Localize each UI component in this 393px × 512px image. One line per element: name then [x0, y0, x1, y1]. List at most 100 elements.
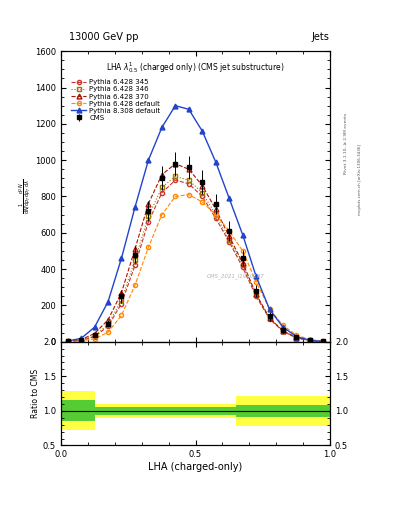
Pythia 8.308 default — [294, 333, 299, 339]
Pythia 6.428 346 — [227, 237, 231, 243]
Pythia 6.428 346 — [321, 338, 326, 345]
Pythia 8.308 default — [173, 102, 178, 109]
Pythia 6.428 346 — [173, 174, 178, 180]
Pythia 6.428 345 — [240, 264, 245, 270]
Pythia 8.308 default — [92, 324, 97, 330]
Pythia 8.308 default — [79, 335, 83, 342]
Pythia 6.428 370 — [146, 201, 151, 207]
Pythia 6.428 default — [321, 338, 326, 345]
Pythia 6.428 370 — [254, 291, 259, 297]
Pythia 6.428 346 — [267, 315, 272, 322]
Pythia 6.428 345 — [294, 335, 299, 341]
Pythia 6.428 default — [79, 338, 83, 344]
Pythia 6.428 default — [200, 199, 205, 205]
Pythia 6.428 370 — [119, 290, 124, 296]
Pythia 8.308 default — [281, 324, 285, 330]
Pythia 6.428 default — [308, 336, 312, 343]
Pythia 6.428 default — [267, 306, 272, 312]
Pythia 6.428 346 — [213, 211, 218, 218]
Pythia 8.308 default — [200, 128, 205, 134]
Pythia 6.428 346 — [79, 337, 83, 344]
Pythia 6.428 370 — [186, 166, 191, 172]
Pythia 6.428 370 — [79, 336, 83, 343]
Pythia 6.428 345 — [119, 301, 124, 307]
Pythia 8.308 default — [119, 255, 124, 261]
Pythia 6.428 370 — [240, 260, 245, 266]
Pythia 6.428 default — [132, 282, 137, 288]
Line: Pythia 6.428 default: Pythia 6.428 default — [66, 193, 325, 344]
Pythia 6.428 346 — [119, 297, 124, 303]
Pythia 8.308 default — [186, 106, 191, 112]
Line: Pythia 6.428 345: Pythia 6.428 345 — [66, 178, 325, 344]
Legend: Pythia 6.428 345, Pythia 6.428 346, Pythia 6.428 370, Pythia 6.428 default, Pyth: Pythia 6.428 345, Pythia 6.428 346, Pyth… — [70, 78, 162, 122]
Pythia 6.428 345 — [321, 338, 326, 345]
Pythia 6.428 default — [254, 279, 259, 285]
Pythia 6.428 345 — [186, 181, 191, 187]
Pythia 6.428 345 — [65, 338, 70, 345]
Text: CMS_2021_I1920187: CMS_2021_I1920187 — [206, 274, 264, 280]
Y-axis label: $\frac{1}{\mathrm{d}N/\mathrm{d}p_T}\frac{\mathrm{d}^2 N}{\mathrm{d}p_T\,\mathrm: $\frac{1}{\mathrm{d}N/\mathrm{d}p_T}\fra… — [17, 179, 33, 214]
Pythia 6.428 default — [227, 228, 231, 234]
Pythia 8.308 default — [132, 204, 137, 210]
X-axis label: LHA (charged-only): LHA (charged-only) — [149, 462, 242, 472]
Pythia 6.428 370 — [294, 335, 299, 341]
Pythia 6.428 default — [106, 329, 110, 335]
Text: 13000 GeV pp: 13000 GeV pp — [69, 32, 138, 42]
Pythia 6.428 default — [173, 194, 178, 200]
Pythia 6.428 default — [92, 336, 97, 342]
Text: Rivet 3.1.10, ≥ 2.9M events: Rivet 3.1.10, ≥ 2.9M events — [344, 113, 348, 174]
Pythia 6.428 default — [281, 322, 285, 328]
Pythia 6.428 345 — [106, 323, 110, 329]
Pythia 6.428 345 — [267, 316, 272, 322]
Pythia 8.308 default — [213, 159, 218, 165]
Pythia 6.428 370 — [65, 338, 70, 344]
Pythia 8.308 default — [308, 337, 312, 344]
Pythia 6.428 370 — [321, 338, 326, 345]
Pythia 6.428 346 — [106, 322, 110, 328]
Pythia 6.428 default — [186, 191, 191, 198]
Pythia 6.428 370 — [173, 161, 178, 167]
Pythia 6.428 345 — [173, 177, 178, 183]
Pythia 6.428 346 — [65, 338, 70, 345]
Pythia 6.428 345 — [281, 328, 285, 334]
Pythia 8.308 default — [65, 338, 70, 344]
Pythia 6.428 346 — [281, 328, 285, 334]
Pythia 6.428 345 — [213, 215, 218, 221]
Text: Jets: Jets — [312, 32, 329, 42]
Pythia 6.428 346 — [160, 184, 164, 190]
Pythia 8.308 default — [227, 195, 231, 201]
Pythia 6.428 370 — [106, 317, 110, 323]
Line: Pythia 6.428 370: Pythia 6.428 370 — [65, 161, 326, 344]
Pythia 8.308 default — [106, 298, 110, 305]
Pythia 6.428 345 — [200, 194, 205, 200]
Pythia 6.428 346 — [254, 292, 259, 298]
Pythia 6.428 346 — [186, 177, 191, 183]
Pythia 6.428 default — [65, 338, 70, 345]
Pythia 6.428 370 — [92, 330, 97, 336]
Pythia 6.428 370 — [267, 315, 272, 321]
Pythia 6.428 default — [160, 211, 164, 218]
Pythia 6.428 346 — [240, 262, 245, 268]
Pythia 6.428 default — [294, 332, 299, 338]
Pythia 6.428 346 — [132, 257, 137, 263]
Pythia 8.308 default — [267, 306, 272, 312]
Line: Pythia 6.428 346: Pythia 6.428 346 — [66, 175, 325, 344]
Pythia 6.428 default — [213, 211, 218, 218]
Pythia 8.308 default — [146, 157, 151, 163]
Pythia 6.428 370 — [227, 233, 231, 240]
Y-axis label: Ratio to CMS: Ratio to CMS — [31, 369, 40, 418]
Pythia 6.428 346 — [200, 190, 205, 196]
Text: mcplots.cern.ch [arXiv:1306.3436]: mcplots.cern.ch [arXiv:1306.3436] — [358, 144, 362, 215]
Pythia 6.428 346 — [294, 335, 299, 341]
Pythia 6.428 345 — [92, 333, 97, 339]
Pythia 6.428 370 — [132, 246, 137, 252]
Pythia 6.428 default — [119, 312, 124, 318]
Pythia 8.308 default — [321, 338, 326, 345]
Line: Pythia 8.308 default: Pythia 8.308 default — [65, 103, 326, 344]
Pythia 8.308 default — [254, 273, 259, 280]
Pythia 6.428 345 — [254, 293, 259, 300]
Pythia 6.428 370 — [281, 328, 285, 334]
Pythia 8.308 default — [160, 124, 164, 131]
Pythia 6.428 345 — [79, 337, 83, 344]
Pythia 6.428 345 — [308, 337, 312, 344]
